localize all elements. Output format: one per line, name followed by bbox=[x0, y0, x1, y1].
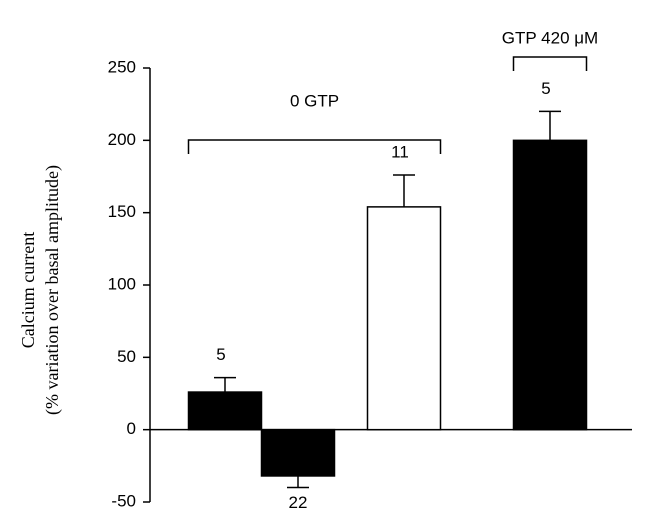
y-tick-label: 200 bbox=[108, 130, 136, 149]
y-label-line: Calcium current bbox=[18, 232, 38, 348]
y-tick-label: 100 bbox=[108, 274, 136, 293]
n-label: 22 bbox=[289, 493, 308, 512]
n-label: 5 bbox=[541, 79, 550, 98]
bar bbox=[366, 206, 442, 431]
bracket bbox=[187, 139, 442, 154]
bracket bbox=[512, 56, 588, 71]
y-tick-label: 0 bbox=[127, 419, 136, 438]
y-tick-label: 150 bbox=[108, 202, 136, 221]
n-label: 11 bbox=[391, 143, 409, 162]
y-tick-label: 50 bbox=[117, 347, 136, 366]
y-axis-title: Calcium current (% variation over basal … bbox=[18, 165, 63, 415]
bar bbox=[512, 139, 588, 431]
y-tick-label: 250 bbox=[108, 57, 136, 76]
bar bbox=[187, 391, 263, 431]
y-tick-label: -50 bbox=[111, 491, 136, 510]
annotation: 0 GTP bbox=[290, 91, 339, 110]
y-label-line: (% variation over basal amplitude) bbox=[42, 165, 63, 415]
n-label: 5 bbox=[216, 345, 225, 364]
bar bbox=[260, 428, 336, 477]
annotation: GTP 420 μM bbox=[502, 28, 598, 47]
